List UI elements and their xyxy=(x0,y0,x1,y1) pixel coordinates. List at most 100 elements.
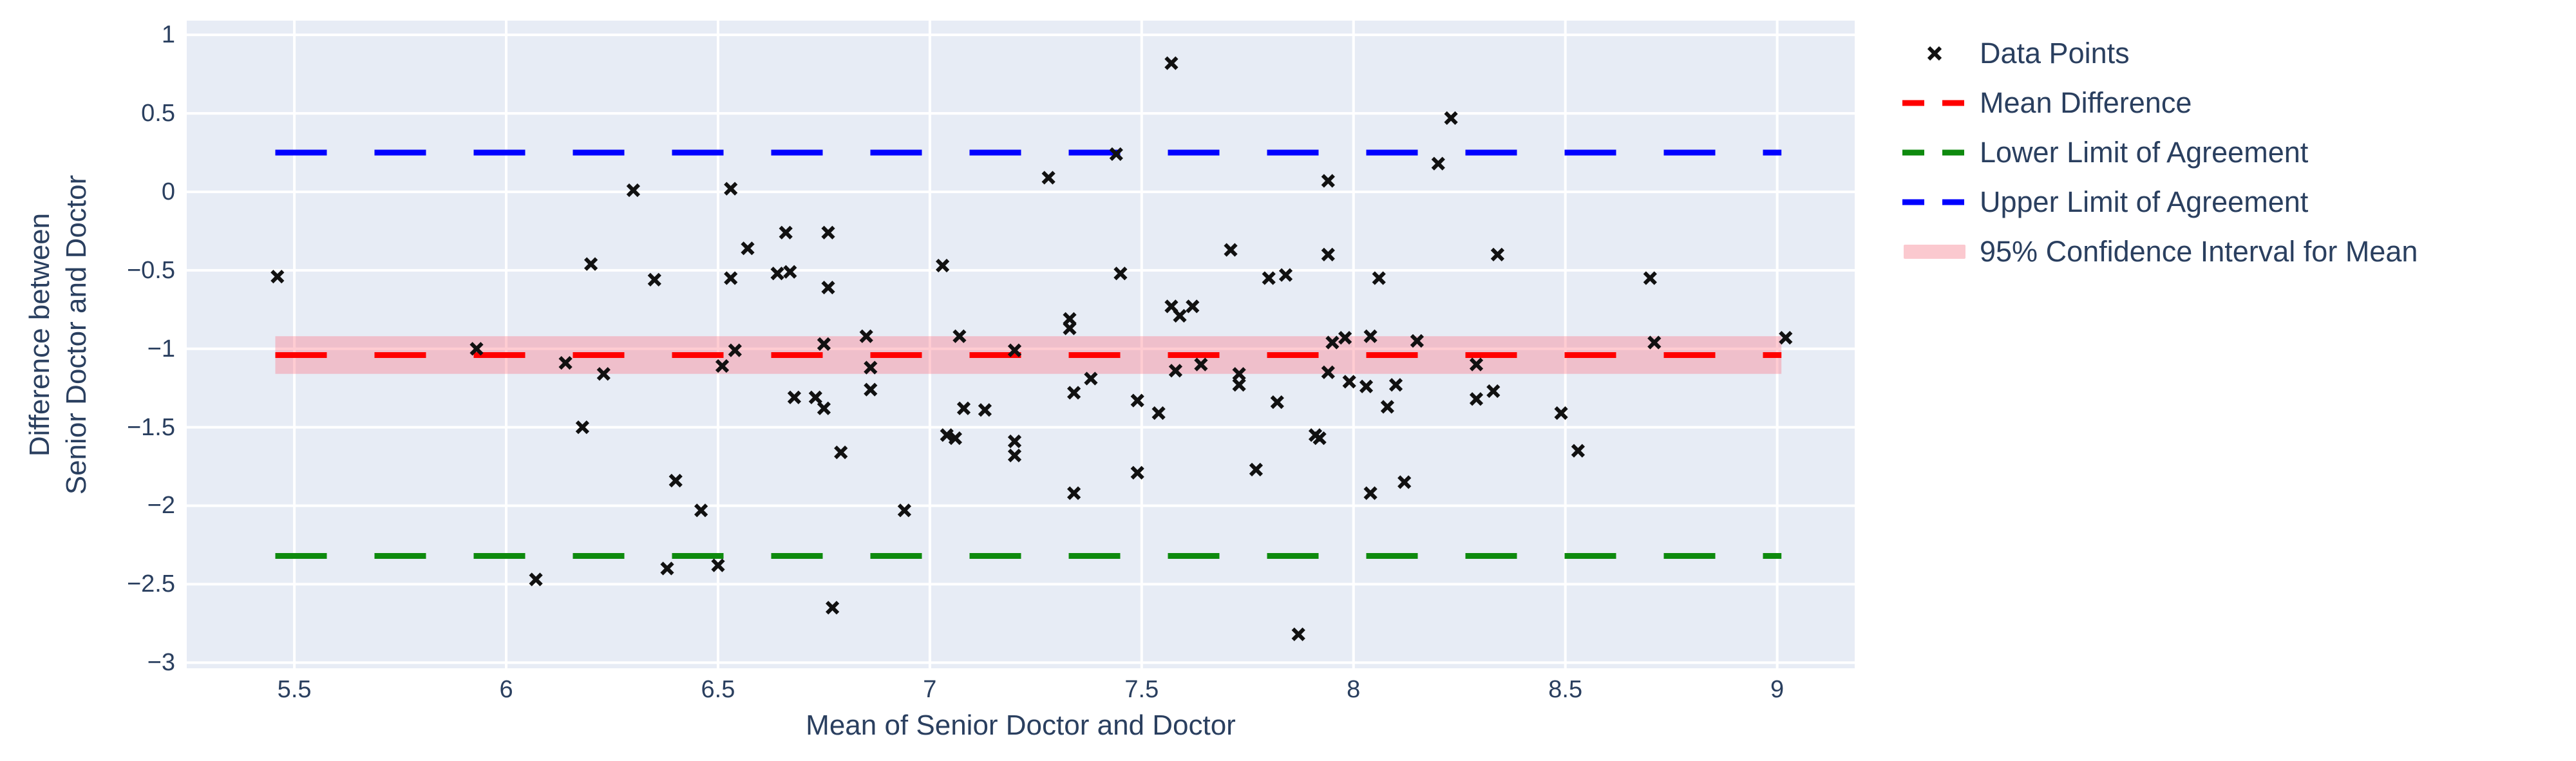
data-point-marker xyxy=(728,343,742,357)
data-point-marker xyxy=(558,355,573,370)
data-point-marker xyxy=(1224,243,1238,257)
data-point-marker xyxy=(1007,448,1022,463)
x-tick-label: 8 xyxy=(1347,676,1361,703)
data-point-marker xyxy=(1312,431,1327,446)
data-point-marker xyxy=(1647,335,1662,350)
data-point-marker xyxy=(834,445,848,460)
x-tick-label: 7 xyxy=(923,676,937,703)
legend-item-confidence-interval[interactable]: 95% Confidence Interval for Mean xyxy=(1899,227,2418,276)
data-point-marker xyxy=(1186,299,1200,314)
data-point-marker xyxy=(1372,271,1386,285)
y-tick-label: −3 xyxy=(147,649,175,677)
y-tick-label: −2 xyxy=(147,492,175,520)
x-tick-label: 9 xyxy=(1770,676,1785,703)
data-point-marker xyxy=(940,428,954,442)
data-point-marker xyxy=(715,359,730,373)
y-tick-label: −1.5 xyxy=(126,413,175,441)
data-point-marker xyxy=(1486,384,1501,399)
y-axis-title: Difference between Senior Doctor and Doc… xyxy=(21,175,95,494)
data-point-marker xyxy=(1410,334,1425,348)
data-point-marker xyxy=(978,403,992,417)
data-point-marker xyxy=(1363,486,1378,500)
data-point-marker xyxy=(1380,400,1395,414)
data-point-marker xyxy=(808,390,822,404)
data-point-marker xyxy=(1232,378,1246,392)
data-point-marker xyxy=(1109,147,1123,162)
data-point-marker xyxy=(1643,271,1657,285)
x-tick-label: 6 xyxy=(499,676,513,703)
y-tick-label: −1 xyxy=(147,335,175,362)
y-tick-label: 1 xyxy=(161,21,175,49)
data-point-marker xyxy=(821,225,835,240)
data-point-marker xyxy=(1469,392,1484,406)
data-point-marker xyxy=(1066,386,1081,400)
data-point-marker xyxy=(647,272,661,287)
red-dash-icon xyxy=(1899,99,1971,107)
data-point-marker xyxy=(817,337,831,352)
data-point-marker xyxy=(825,601,840,615)
data-point-marker xyxy=(711,558,725,572)
legend-item-mean-difference[interactable]: Mean Difference xyxy=(1899,78,2418,127)
data-point-marker xyxy=(1321,174,1335,188)
data-point-marker xyxy=(626,183,641,198)
data-point-marker xyxy=(1249,462,1264,477)
data-point-marker xyxy=(1325,335,1340,350)
data-point-marker xyxy=(821,280,835,295)
data-point-marker xyxy=(783,265,797,279)
y-tick-label: −2.5 xyxy=(126,570,175,598)
data-point-marker xyxy=(583,257,598,271)
data-point-marker xyxy=(935,258,950,273)
y-axis-title-line2: Senior Doctor and Doctor xyxy=(61,174,92,495)
data-point-marker xyxy=(529,572,543,587)
y-tick-label: 0 xyxy=(161,178,175,205)
data-point-marker xyxy=(596,367,611,381)
y-axis-title-line1: Difference between xyxy=(23,212,55,457)
legend-label: Upper Limit of Agreement xyxy=(1980,185,2309,218)
data-point-marker xyxy=(956,401,971,415)
data-point-marker xyxy=(1397,475,1412,489)
data-point-marker xyxy=(1113,267,1128,281)
data-point-marker xyxy=(668,473,683,488)
data-point-marker xyxy=(1779,330,1793,345)
data-point-marker xyxy=(787,390,802,404)
legend-label: Data Points xyxy=(1980,36,2130,70)
legend-item-data-points[interactable]: Data Points xyxy=(1899,28,2418,78)
y-tick-label: 0.5 xyxy=(141,100,175,127)
data-point-marker xyxy=(1262,271,1276,285)
legend-label: Mean Difference xyxy=(1980,86,2192,119)
x-tick-label: 8.5 xyxy=(1548,676,1583,703)
data-point-marker xyxy=(1342,375,1356,389)
data-point-marker xyxy=(859,329,873,343)
data-point-marker xyxy=(952,329,967,343)
data-point-marker xyxy=(1041,171,1056,185)
scatter-plot-canvas[interactable] xyxy=(187,21,1855,668)
data-point-marker xyxy=(864,382,878,397)
data-point-marker xyxy=(724,271,738,285)
data-point-marker xyxy=(1321,365,1335,379)
legend-label: Lower Limit of Agreement xyxy=(1980,135,2309,169)
data-point-marker xyxy=(1490,247,1505,262)
green-dash-icon xyxy=(1899,149,1971,156)
data-point-marker xyxy=(270,269,285,284)
data-point-marker xyxy=(1007,343,1022,357)
data-point-marker xyxy=(1130,393,1144,408)
legend-item-lower-limit[interactable]: Lower Limit of Agreement xyxy=(1899,127,2418,177)
data-point-marker xyxy=(1063,321,1077,335)
data-point-marker xyxy=(1084,371,1098,386)
data-point-marker xyxy=(770,267,784,281)
data-point-marker xyxy=(1291,627,1305,641)
data-point-marker xyxy=(469,342,484,356)
ci-band xyxy=(275,336,1782,374)
data-point-marker xyxy=(1151,406,1166,420)
data-point-marker xyxy=(1007,434,1022,449)
data-point-marker xyxy=(817,401,831,415)
data-point-marker xyxy=(1270,395,1284,409)
data-point-marker xyxy=(1388,378,1403,392)
legend-item-upper-limit[interactable]: Upper Limit of Agreement xyxy=(1899,177,2418,227)
data-point-marker xyxy=(897,503,912,518)
x-marker-icon xyxy=(1899,42,1971,65)
data-point-marker xyxy=(1168,364,1183,378)
data-point-marker xyxy=(1554,406,1568,420)
plot-area[interactable] xyxy=(187,21,1855,668)
data-point-marker xyxy=(1571,444,1586,458)
